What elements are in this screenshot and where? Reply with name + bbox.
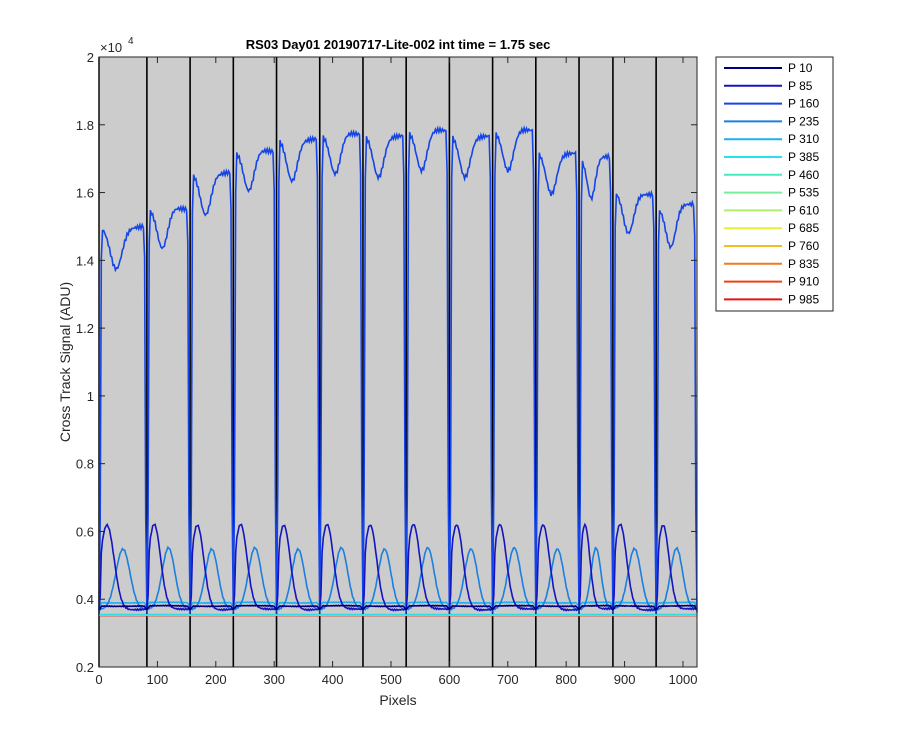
series-lines <box>98 125 698 617</box>
legend-label: P 535 <box>788 186 819 200</box>
y-tick-label: 0.6 <box>76 524 94 539</box>
legend-label: P 160 <box>788 97 819 111</box>
y-exponent-power: 4 <box>128 36 134 47</box>
legend-label: P 760 <box>788 239 819 253</box>
y-tick-label: 1.4 <box>76 253 94 268</box>
y-tick-label: 1.8 <box>76 118 94 133</box>
x-tick-label: 900 <box>614 672 636 687</box>
x-tick-label: 100 <box>147 672 169 687</box>
legend-label: P 685 <box>788 221 819 235</box>
legend-label: P 910 <box>788 275 819 289</box>
legend-label: P 385 <box>788 150 819 164</box>
legend-items: P 10 P 85 P 160 P 235 P 310 P 385 P 460 P 535 P … <box>724 61 819 306</box>
series-line <box>98 545 698 612</box>
legend-label: P 310 <box>788 132 819 146</box>
x-tick-label: 800 <box>555 672 577 687</box>
plot-area-border <box>98 56 698 668</box>
x-tick-label: 500 <box>380 672 402 687</box>
x-axis-ticks: 0 100 200 300 400 500 600 700 800 900 1000 <box>95 57 697 687</box>
y-exponent-base: ×10 <box>100 40 122 55</box>
legend-box <box>715 56 834 312</box>
plot-area-background <box>99 57 697 667</box>
legend-label: P 460 <box>788 168 819 182</box>
x-tick-label: 400 <box>322 672 344 687</box>
y-axis-ticks: 0.2 0.4 0.6 0.8 1 1.2 1.4 1.6 1.8 2 <box>76 50 697 675</box>
x-tick-label: 600 <box>439 672 461 687</box>
legend-label: P 85 <box>788 79 813 93</box>
series-line <box>98 125 698 613</box>
y-tick-label: 1 <box>87 389 94 404</box>
x-tick-label: 300 <box>263 672 285 687</box>
y-tick-label: 0.8 <box>76 457 94 472</box>
chart-title: RS03 Day01 20190717-Lite-002 int time = … <box>246 37 551 52</box>
x-tick-label: 1000 <box>669 672 698 687</box>
x-axis-label: Pixels <box>379 692 416 708</box>
legend-label: P 835 <box>788 257 819 271</box>
legend-label: P 985 <box>788 292 819 306</box>
x-tick-label: 200 <box>205 672 227 687</box>
series-line <box>98 604 698 611</box>
y-tick-label: 1.2 <box>76 321 94 336</box>
y-tick-label: 0.4 <box>76 592 94 607</box>
legend: P 10 P 85 P 160 P 235 P 310 P 385 P 460 P 535 P … <box>715 56 834 312</box>
x-tick-label: 700 <box>497 672 519 687</box>
legend-label: P 235 <box>788 114 819 128</box>
y-axis-label: Cross Track Signal (ADU) <box>57 282 73 442</box>
legend-label: P 610 <box>788 203 819 217</box>
legend-label: P 10 <box>788 61 813 75</box>
y-tick-label: 0.2 <box>76 660 94 675</box>
y-tick-label: 1.6 <box>76 186 94 201</box>
y-tick-label: 2 <box>87 50 94 65</box>
x-tick-label: 0 <box>95 672 102 687</box>
